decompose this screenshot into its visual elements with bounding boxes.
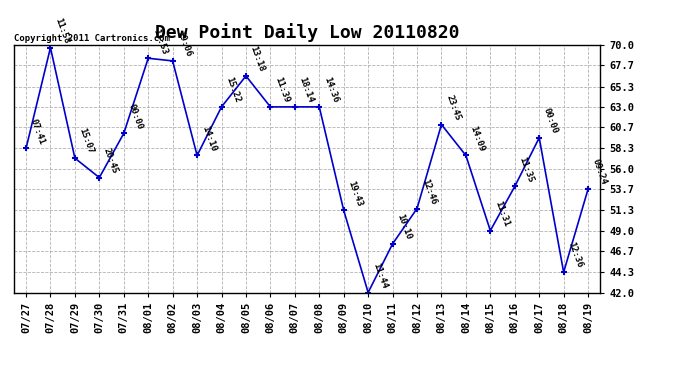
Text: 10:10: 10:10: [395, 213, 413, 241]
Text: 07:41: 07:41: [29, 117, 46, 146]
Title: Dew Point Daily Low 20110820: Dew Point Daily Low 20110820: [155, 23, 460, 42]
Text: 12:46: 12:46: [420, 177, 437, 206]
Text: 23:45: 23:45: [444, 93, 462, 122]
Text: 14:36: 14:36: [322, 76, 339, 104]
Text: 14:09: 14:09: [469, 124, 486, 153]
Text: 00:00: 00:00: [542, 107, 560, 135]
Text: 14:10: 14:10: [200, 124, 217, 153]
Text: 11:31: 11:31: [493, 200, 511, 228]
Text: 13:53: 13:53: [151, 27, 168, 56]
Text: 18:14: 18:14: [297, 76, 315, 104]
Text: 11:44: 11:44: [371, 261, 388, 290]
Text: 13:18: 13:18: [248, 45, 266, 73]
Text: 11:35: 11:35: [518, 155, 535, 184]
Text: 19:06: 19:06: [175, 30, 193, 58]
Text: 00:00: 00:00: [126, 102, 144, 130]
Text: 09:24: 09:24: [591, 158, 609, 186]
Text: 11:39: 11:39: [273, 76, 290, 104]
Text: 15:07: 15:07: [78, 127, 95, 155]
Text: 15:22: 15:22: [224, 76, 242, 104]
Text: Copyright 2011 Cartronics.com: Copyright 2011 Cartronics.com: [14, 33, 170, 42]
Text: 11:58: 11:58: [53, 16, 71, 45]
Text: 20:45: 20:45: [102, 147, 120, 175]
Text: 19:43: 19:43: [346, 179, 364, 207]
Text: 12:36: 12:36: [566, 241, 584, 269]
